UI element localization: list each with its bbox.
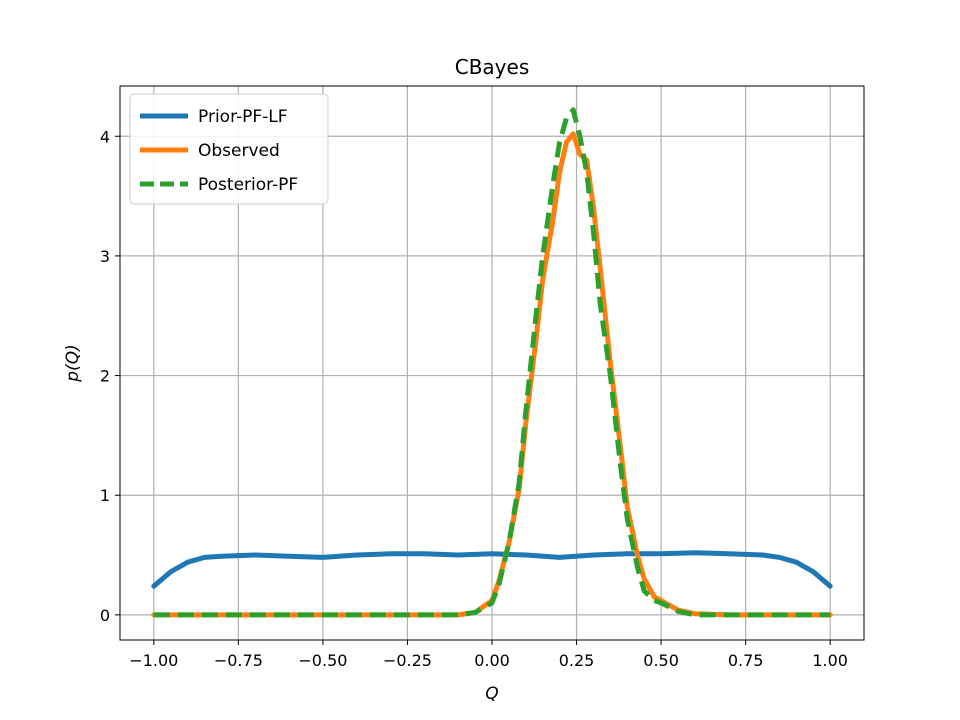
x-tick-label: 1.00 <box>812 651 848 670</box>
y-axis-title: p(Q) <box>63 344 83 382</box>
y-tick-label: 3 <box>100 247 110 266</box>
x-ticks: −1.00 −0.75 −0.50 −0.25 0.00 0.25 0.50 0.75 1.00 <box>129 640 848 670</box>
legend: Prior-PF-LF Observed Posterior-PF <box>129 93 329 205</box>
series-line-posterior-pf <box>153 107 831 618</box>
y-tick-label: 0 <box>100 606 110 625</box>
x-tick-label: 0.25 <box>559 651 595 670</box>
x-tick-label: −1.00 <box>129 651 178 670</box>
legend-label: Posterior-PF <box>198 175 298 195</box>
x-tick-label: 0.00 <box>474 651 510 670</box>
x-tick-label: 0.75 <box>728 651 764 670</box>
x-tick-label: −0.75 <box>214 651 263 670</box>
legend-item: Prior-PF-LF <box>140 107 288 127</box>
x-tick-label: 0.50 <box>643 651 679 670</box>
x-tick-label: −0.25 <box>383 651 432 670</box>
y-tick-label: 1 <box>100 486 110 505</box>
legend-item: Posterior-PF <box>140 175 298 195</box>
legend-item: Observed <box>140 141 280 161</box>
series-lines <box>151 107 833 618</box>
x-tick-label: −0.50 <box>298 651 347 670</box>
grid <box>120 86 864 640</box>
y-tick-label: 2 <box>100 367 110 386</box>
legend-label: Prior-PF-LF <box>198 107 288 127</box>
legend-label: Observed <box>198 141 280 161</box>
chart-title: CBayes <box>455 55 530 79</box>
series-line-prior-pf-lf <box>151 550 833 589</box>
y-ticks: 0 1 2 3 4 <box>100 127 120 625</box>
legend-box <box>129 93 329 205</box>
y-tick-label: 4 <box>100 127 110 146</box>
x-axis-title: Q <box>485 684 498 704</box>
